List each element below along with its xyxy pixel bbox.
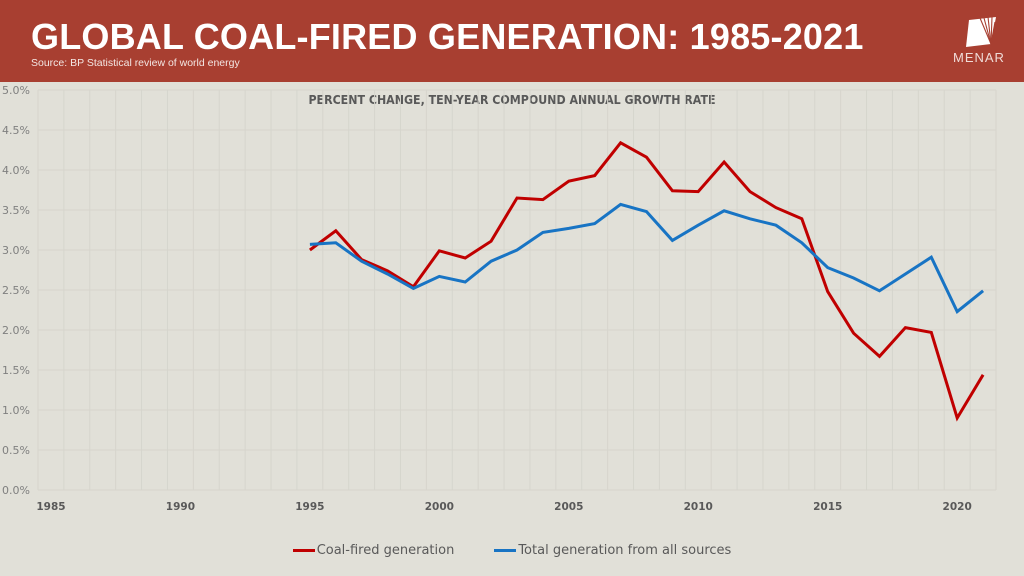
y-tick-label: 4.0%	[2, 164, 30, 177]
legend-item-coal: Coal-fired generation	[292, 543, 455, 558]
y-tick-label: 0.5%	[2, 444, 30, 457]
y-tick-label: 1.5%	[2, 364, 30, 377]
x-tick-label: 2000	[425, 501, 454, 513]
page-title: GLOBAL COAL-FIRED GENERATION: 1985-2021	[31, 16, 864, 57]
y-tick-label: 2.0%	[2, 324, 30, 337]
legend-swatch-coal	[292, 549, 315, 552]
logo-text: MENAR	[953, 50, 1005, 65]
y-tick-label: 3.0%	[2, 244, 30, 257]
y-tick-label: 3.5%	[2, 204, 30, 217]
legend: Coal-fired generation Total generation f…	[0, 543, 1024, 558]
x-tick-label: 1995	[295, 501, 324, 513]
x-axis-labels: 1985 1990 1995 2000 2005 2010 2015 2020	[36, 501, 971, 513]
series-line-total	[309, 202, 985, 314]
x-tick-label: 2020	[943, 501, 972, 513]
chart-subtitle: PERCENT CHANGE, TEN-YEAR COMPOUND ANNUAL…	[308, 93, 716, 107]
x-tick-label: 1990	[166, 501, 195, 513]
y-tick-label: 5.0%	[2, 84, 30, 97]
x-tick-label: 2010	[684, 501, 713, 513]
x-tick-label: 1985	[36, 501, 65, 513]
legend-label-total: Total generation from all sources	[518, 543, 732, 558]
y-axis-labels: 0.0% 0.5% 1.0% 1.5% 2.0% 2.5% 3.0% 3.5% 4.0% 4.5%…	[2, 84, 30, 497]
legend-swatch-total	[494, 549, 517, 552]
source-note: Source: BP Statistical review of world e…	[31, 57, 240, 69]
series-lines	[309, 140, 985, 422]
x-tick-label: 2015	[813, 501, 842, 513]
y-tick-label: 0.0%	[2, 484, 30, 497]
menar-logo-icon	[966, 16, 996, 47]
series-line-coal	[309, 140, 985, 422]
header-banner: GLOBAL COAL-FIRED GENERATION: 1985-2021 …	[0, 0, 1024, 82]
y-tick-label: 4.5%	[2, 124, 30, 137]
x-tick-label: 2005	[554, 501, 583, 513]
grid-lines	[37, 89, 997, 491]
legend-label-coal: Coal-fired generation	[316, 543, 455, 558]
legend-item-total: Total generation from all sources	[494, 543, 731, 558]
y-tick-label: 2.5%	[2, 284, 30, 297]
y-tick-label: 1.0%	[2, 404, 30, 417]
